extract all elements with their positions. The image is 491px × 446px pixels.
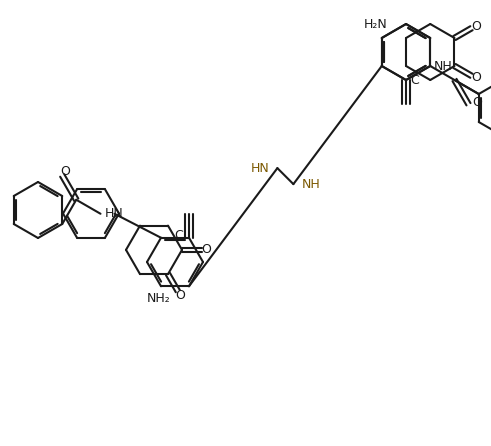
Text: O: O bbox=[175, 289, 185, 302]
Text: O: O bbox=[472, 20, 482, 33]
Text: HN: HN bbox=[105, 207, 123, 220]
Text: HN: HN bbox=[250, 161, 270, 175]
Text: C: C bbox=[174, 229, 183, 242]
Text: NH: NH bbox=[301, 178, 320, 190]
Text: H₂N: H₂N bbox=[364, 17, 388, 30]
Text: O: O bbox=[472, 96, 482, 109]
Text: O: O bbox=[202, 244, 212, 256]
Text: NH₂: NH₂ bbox=[147, 292, 171, 305]
Text: C: C bbox=[410, 74, 419, 87]
Text: O: O bbox=[60, 165, 70, 178]
Text: NH: NH bbox=[434, 59, 453, 73]
Text: O: O bbox=[472, 71, 482, 84]
